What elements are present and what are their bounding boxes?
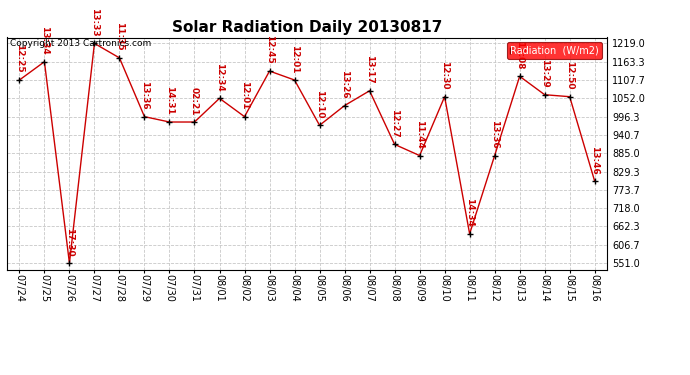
- Text: 14:31: 14:31: [165, 86, 174, 115]
- Text: 12:27: 12:27: [390, 109, 399, 137]
- Text: 13:29: 13:29: [540, 59, 549, 88]
- Text: 12:45: 12:45: [265, 35, 274, 64]
- Text: 12:30: 12:30: [440, 61, 449, 90]
- Text: 13:33: 13:33: [90, 8, 99, 36]
- Text: 12:01: 12:01: [240, 81, 249, 110]
- Text: 11:35: 11:35: [115, 22, 124, 51]
- Text: 13:26: 13:26: [340, 70, 349, 99]
- Text: 13:46: 13:46: [590, 146, 599, 174]
- Text: 12:10: 12:10: [315, 90, 324, 118]
- Legend: Radiation  (W/m2): Radiation (W/m2): [506, 42, 602, 59]
- Text: 12:50: 12:50: [565, 61, 574, 90]
- Text: 12:01: 12:01: [290, 45, 299, 73]
- Text: 12:25: 12:25: [15, 45, 24, 73]
- Text: 13:08: 13:08: [515, 41, 524, 69]
- Text: 13:34: 13:34: [40, 26, 49, 55]
- Text: 02:21: 02:21: [190, 87, 199, 115]
- Text: Copyright 2013 Cartronics.com: Copyright 2013 Cartronics.com: [10, 39, 151, 48]
- Text: 13:17: 13:17: [365, 55, 374, 84]
- Text: 13:36: 13:36: [490, 120, 499, 148]
- Text: 12:34: 12:34: [215, 63, 224, 92]
- Text: 13:36: 13:36: [140, 81, 149, 110]
- Title: Solar Radiation Daily 20130817: Solar Radiation Daily 20130817: [172, 20, 442, 35]
- Text: 17:30: 17:30: [65, 228, 74, 256]
- Text: 14:34: 14:34: [465, 198, 474, 227]
- Text: 11:44: 11:44: [415, 120, 424, 148]
